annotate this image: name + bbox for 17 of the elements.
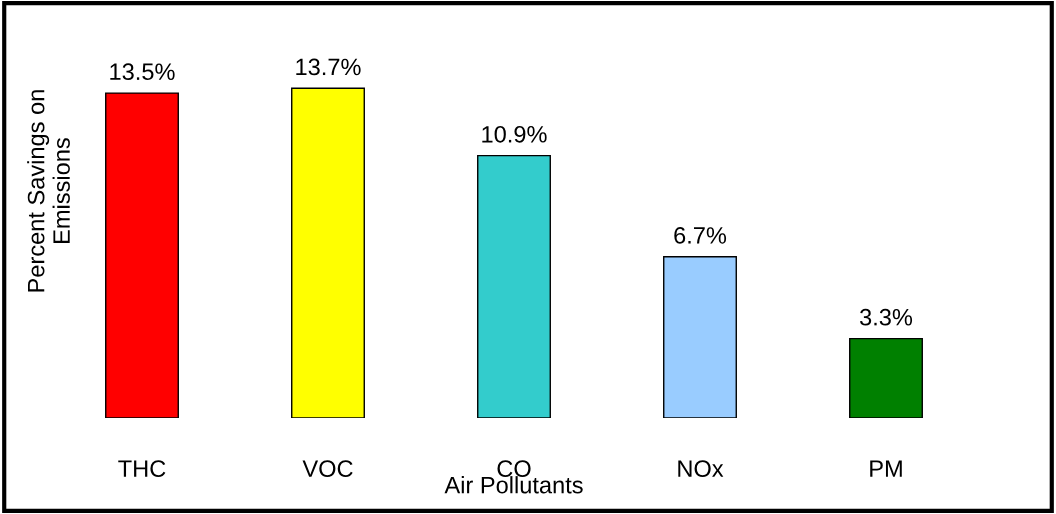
bar	[849, 337, 923, 418]
bar	[291, 87, 365, 418]
data-label: 3.3%	[859, 308, 913, 326]
bar	[663, 256, 737, 418]
x-tick-label: PM	[870, 460, 902, 477]
data-label: 13.5%	[110, 63, 175, 81]
y-axis-title: Percent Savings on Emissions	[27, 90, 70, 292]
x-tick-label: CO	[497, 460, 531, 478]
bar	[105, 92, 179, 418]
data-label: 10.9%	[482, 125, 547, 143]
data-label: 6.7%	[674, 227, 727, 244]
x-tick-label: VOC	[302, 460, 353, 478]
bar	[477, 154, 551, 418]
x-tick-label: NOx	[678, 460, 724, 478]
x-axis-title: Air Pollutants	[444, 476, 583, 494]
x-tick-label: THC	[118, 460, 166, 478]
data-label: 13.7%	[296, 58, 361, 76]
